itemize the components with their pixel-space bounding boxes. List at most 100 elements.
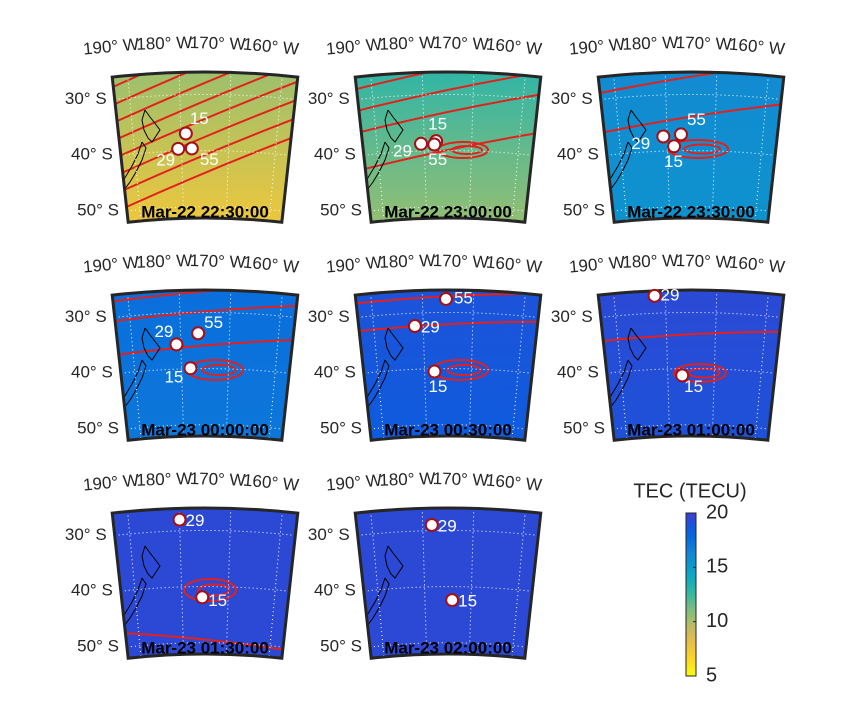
point-label: 29	[393, 141, 412, 160]
colorbar	[685, 512, 697, 677]
lon-tick-label: 170° W	[432, 469, 488, 490]
meridian	[127, 75, 142, 221]
meridian	[511, 511, 526, 657]
contour	[112, 71, 298, 129]
lat-tick-label: 30° S	[65, 307, 107, 326]
coastline	[141, 545, 161, 579]
meridian	[268, 293, 283, 439]
point-label: 15	[664, 152, 683, 171]
lon-tick-label: 180° W	[379, 33, 435, 54]
contour	[598, 71, 784, 97]
meridian	[711, 72, 718, 219]
lat-tick-label: 40° S	[314, 145, 356, 164]
lon-tick-label: 160° W	[485, 471, 542, 495]
parallel	[606, 368, 776, 374]
meridian	[225, 72, 232, 219]
colorbar-title: TEC (TECU)	[633, 480, 746, 502]
lon-tick-label: 160° W	[485, 35, 542, 59]
lon-tick-label: 160° W	[485, 253, 542, 277]
satellite-point	[172, 512, 187, 527]
lon-tick-label: 180° W	[622, 33, 678, 54]
meridian	[225, 508, 232, 655]
contour	[451, 145, 483, 155]
panel-title: Mar-22 22:30:00	[141, 202, 269, 221]
lat-tick-label: 30° S	[308, 89, 350, 108]
contour	[112, 76, 298, 165]
map-frame	[596, 70, 786, 224]
contour	[598, 102, 784, 137]
lon-tick-label: 170° W	[432, 251, 488, 272]
meridian	[370, 75, 385, 221]
coastline	[627, 327, 647, 361]
map-area	[112, 289, 298, 441]
panel-title: Mar-23 00:30:00	[384, 420, 512, 439]
meridian	[268, 511, 283, 657]
point-label: 15	[684, 377, 703, 396]
parallel	[363, 150, 533, 156]
colorbar-tick-label: 15	[706, 556, 728, 578]
meridian	[468, 72, 475, 219]
satellite-point	[438, 291, 453, 306]
lon-tick-label: 170° W	[189, 33, 245, 54]
lon-tick-label: 180° W	[379, 251, 435, 272]
coastline	[384, 545, 404, 579]
contour	[201, 364, 237, 376]
lon-tick-label: 170° W	[675, 33, 731, 54]
panel-title: Mar-23 01:00:00	[627, 420, 755, 439]
parallel	[120, 368, 290, 374]
lat-tick-label: 50° S	[563, 201, 605, 220]
meridian	[421, 508, 428, 655]
contour	[683, 143, 721, 155]
lon-tick-label: 190° W	[325, 253, 382, 277]
satellite-point	[427, 137, 442, 152]
contour	[355, 129, 541, 175]
meridian	[127, 511, 142, 657]
lon-tick-label: 190° W	[568, 35, 625, 59]
meridian	[370, 293, 385, 439]
panel-title: Mar-23 01:30:00	[141, 638, 269, 657]
meridian	[711, 290, 718, 437]
satellite-point	[675, 368, 690, 383]
lat-tick-label: 50° S	[77, 201, 119, 220]
point-label: 55	[687, 110, 706, 129]
colorbar-tick-label: 20	[706, 501, 728, 523]
contour	[355, 320, 541, 334]
meridian	[511, 75, 526, 221]
coastline	[141, 327, 161, 361]
lon-tick-label: 160° W	[242, 471, 299, 495]
lat-tick-label: 40° S	[71, 581, 113, 600]
lat-tick-label: 30° S	[65, 89, 107, 108]
coastline	[627, 109, 647, 143]
point-label: 29	[661, 285, 680, 304]
contour	[673, 363, 727, 383]
contour	[112, 71, 298, 147]
lon-tick-label: 170° W	[432, 33, 488, 54]
point-label: 15	[164, 368, 183, 387]
parallel	[120, 586, 290, 592]
lon-tick-label: 190° W	[568, 253, 625, 277]
lon-tick-label: 160° W	[728, 35, 785, 59]
parallel	[363, 586, 533, 592]
contour	[197, 583, 231, 597]
meridian	[268, 75, 283, 221]
coastline	[384, 109, 404, 143]
satellite-point	[183, 361, 198, 376]
contour	[598, 330, 784, 344]
contour	[112, 71, 298, 93]
lat-tick-label: 40° S	[557, 363, 599, 382]
panel-title: Mar-23 02:00:00	[384, 638, 512, 657]
lon-tick-label: 190° W	[325, 471, 382, 495]
lon-tick-label: 190° W	[325, 35, 382, 59]
contour	[112, 304, 298, 324]
point-label: 29	[186, 511, 205, 530]
lat-tick-label: 30° S	[65, 525, 107, 544]
lon-tick-label: 180° W	[379, 469, 435, 490]
map-frame	[353, 70, 543, 224]
lat-tick-label: 40° S	[557, 145, 599, 164]
